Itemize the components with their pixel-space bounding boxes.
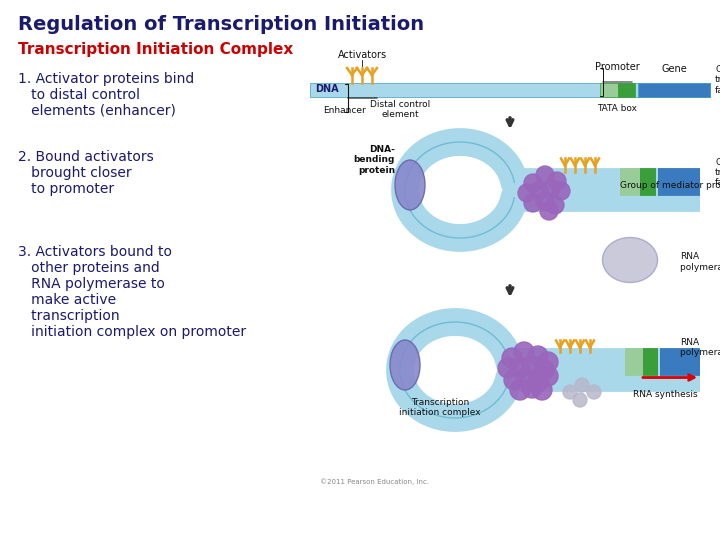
Text: TATA box: TATA box: [597, 104, 637, 113]
Circle shape: [542, 180, 560, 198]
Text: brought closer: brought closer: [18, 166, 132, 180]
Text: 2. Bound activators: 2. Bound activators: [18, 150, 154, 164]
Circle shape: [538, 352, 558, 372]
Circle shape: [528, 346, 548, 366]
Circle shape: [522, 356, 542, 376]
Circle shape: [510, 358, 530, 378]
Ellipse shape: [603, 238, 657, 282]
Text: to distal control: to distal control: [18, 88, 140, 102]
Circle shape: [538, 366, 558, 386]
Ellipse shape: [395, 160, 425, 210]
Text: Regulation of Transcription Initiation: Regulation of Transcription Initiation: [18, 15, 424, 34]
Circle shape: [518, 184, 536, 202]
Text: General
transcription
factors: General transcription factors: [715, 158, 720, 187]
FancyBboxPatch shape: [618, 83, 635, 97]
Text: elements (enhancer): elements (enhancer): [18, 104, 176, 118]
Circle shape: [546, 196, 564, 214]
Circle shape: [510, 380, 530, 400]
Circle shape: [534, 360, 554, 380]
Circle shape: [514, 342, 534, 362]
Circle shape: [502, 348, 522, 368]
Circle shape: [587, 385, 601, 399]
Text: RNA
polymerase II: RNA polymerase II: [680, 338, 720, 357]
Text: DNA: DNA: [315, 84, 338, 94]
Text: RNA polymerase to: RNA polymerase to: [18, 277, 165, 291]
Circle shape: [575, 378, 589, 392]
Text: 1. Activator proteins bind: 1. Activator proteins bind: [18, 72, 194, 86]
Text: Enhancer: Enhancer: [323, 106, 366, 115]
Circle shape: [552, 182, 570, 200]
Text: 3. Activators bound to: 3. Activators bound to: [18, 245, 172, 259]
Text: Distal control
element: Distal control element: [370, 100, 430, 119]
Circle shape: [548, 172, 566, 190]
Text: General
transcription
factors: General transcription factors: [715, 65, 720, 95]
Text: Activators: Activators: [338, 50, 387, 60]
Circle shape: [528, 372, 548, 392]
Circle shape: [563, 385, 577, 399]
Circle shape: [516, 368, 536, 388]
Text: ©2011 Pearson Education, Inc.: ©2011 Pearson Education, Inc.: [320, 478, 429, 485]
Circle shape: [536, 192, 554, 210]
FancyBboxPatch shape: [310, 83, 710, 97]
FancyBboxPatch shape: [638, 83, 710, 97]
Circle shape: [522, 378, 542, 398]
Text: RNA synthesis: RNA synthesis: [633, 389, 697, 399]
Circle shape: [498, 358, 518, 378]
FancyBboxPatch shape: [600, 83, 618, 97]
Circle shape: [536, 166, 554, 184]
Text: transcription: transcription: [18, 309, 120, 323]
Circle shape: [573, 393, 587, 407]
Text: Transcription
initiation complex: Transcription initiation complex: [399, 397, 481, 417]
Text: Group of mediator proteins: Group of mediator proteins: [620, 180, 720, 190]
Text: Gene: Gene: [661, 64, 687, 74]
Circle shape: [530, 182, 548, 200]
Text: to promoter: to promoter: [18, 182, 114, 196]
Circle shape: [524, 174, 542, 192]
Circle shape: [532, 380, 552, 400]
Ellipse shape: [390, 340, 420, 390]
Text: Transcription Initiation Complex: Transcription Initiation Complex: [18, 42, 293, 57]
Text: DNA-
bending
protein: DNA- bending protein: [354, 145, 395, 175]
Circle shape: [524, 194, 542, 212]
Circle shape: [540, 202, 558, 220]
Circle shape: [504, 370, 524, 390]
Text: make active: make active: [18, 293, 116, 307]
Text: other proteins and: other proteins and: [18, 261, 160, 275]
Text: RNA
polymerase II: RNA polymerase II: [680, 252, 720, 272]
Text: Promoter: Promoter: [595, 62, 639, 72]
Text: initiation complex on promoter: initiation complex on promoter: [18, 325, 246, 339]
